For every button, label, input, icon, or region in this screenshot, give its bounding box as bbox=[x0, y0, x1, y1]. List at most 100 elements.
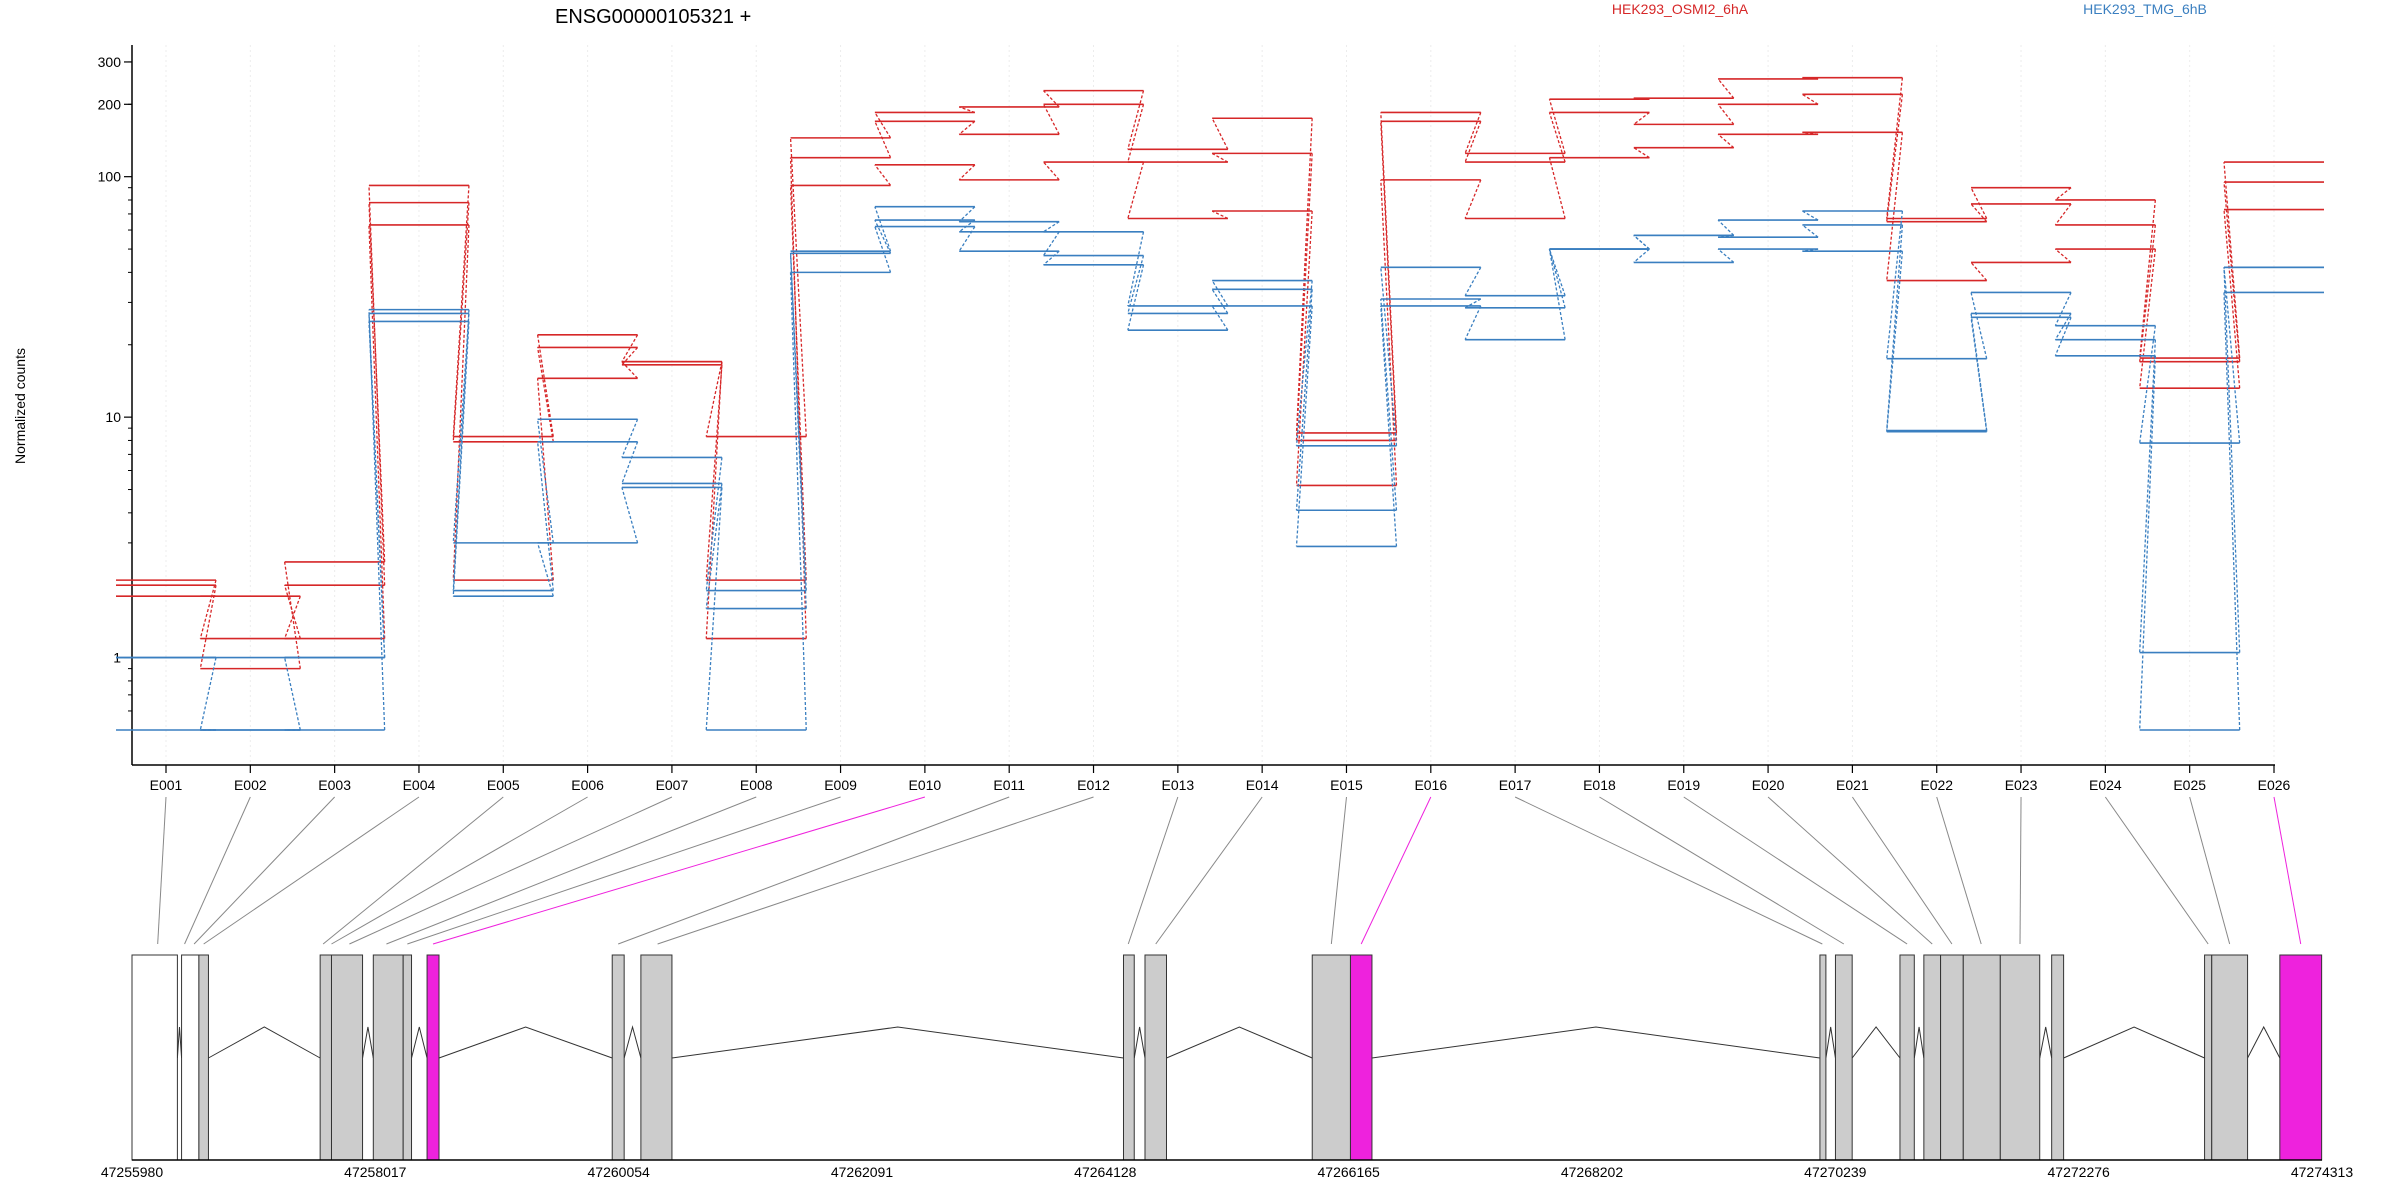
x-tick-label-E007: E007 bbox=[656, 777, 689, 793]
connector-E009 bbox=[874, 121, 892, 158]
intron-E001 bbox=[176, 1026, 183, 1059]
link-E015 bbox=[1330, 796, 1347, 945]
connector-E017 bbox=[1548, 248, 1566, 308]
intron-E021 bbox=[2039, 1026, 2053, 1059]
genomic-coordinate-labels: 47255980 47258017 47260054 47262091 47264128… bbox=[101, 1164, 2354, 1180]
link-E026 bbox=[2273, 796, 2302, 945]
connector-E016 bbox=[1464, 305, 1482, 340]
connector-E007 bbox=[705, 361, 723, 639]
connector-E016 bbox=[1464, 266, 1482, 296]
link-E011 bbox=[618, 796, 1010, 945]
connector-E010 bbox=[958, 106, 976, 114]
exon-part-E013 bbox=[1311, 954, 1351, 1161]
connector-E005 bbox=[536, 347, 554, 442]
y-tick-label-100: 100 bbox=[98, 169, 122, 185]
link-E003 bbox=[193, 796, 336, 945]
x-tick-label-E018: E018 bbox=[1583, 777, 1616, 793]
connector-E019 bbox=[1717, 78, 1735, 99]
y-tick-label-10: 10 bbox=[105, 409, 121, 425]
connector-E022 bbox=[1970, 292, 1988, 359]
y-axis-label: Normalized counts bbox=[12, 348, 28, 464]
exon-part-E009 bbox=[611, 954, 625, 1161]
connector-E020 bbox=[1802, 210, 1819, 221]
exon-part-E010 bbox=[640, 954, 673, 1161]
connector-E016 bbox=[1464, 112, 1482, 154]
connector-E008 bbox=[789, 251, 807, 591]
connector-E007 bbox=[705, 361, 723, 437]
connector-E024 bbox=[2139, 325, 2157, 444]
connector-E002 bbox=[284, 596, 301, 639]
series-HEK293_TMG_6hB-4 bbox=[116, 219, 2324, 731]
connector-E025 bbox=[2223, 162, 2241, 359]
connector-E019 bbox=[1717, 133, 1735, 149]
connector-E011 bbox=[1043, 221, 1060, 233]
coordinate-label-47260054: 47260054 bbox=[588, 1164, 651, 1180]
connector-E019 bbox=[1718, 234, 1734, 238]
connector-E018 bbox=[1633, 248, 1650, 263]
link-E020 bbox=[1767, 796, 1933, 945]
link-E012 bbox=[657, 796, 1094, 945]
connector-E002 bbox=[283, 561, 301, 669]
connector-E016 bbox=[1464, 179, 1482, 219]
connector-E014 bbox=[1295, 280, 1313, 446]
connector-E022 bbox=[1970, 203, 1988, 223]
x-tick-label-E003: E003 bbox=[318, 777, 351, 793]
connector-E015 bbox=[1380, 179, 1398, 486]
connector-E005 bbox=[536, 542, 554, 597]
connector-E012 bbox=[1127, 104, 1145, 163]
link-E009 bbox=[407, 796, 841, 945]
exon-part-E008 bbox=[426, 954, 440, 1161]
connector-E005 bbox=[536, 441, 554, 591]
exon-part-E019 bbox=[1940, 954, 1964, 1161]
exon-part-E007 bbox=[402, 954, 413, 1161]
connector-E019 bbox=[1717, 219, 1735, 236]
link-E019 bbox=[1683, 796, 1908, 945]
intron-E015 bbox=[1825, 1026, 1836, 1059]
exon-part-E017 bbox=[1899, 954, 1915, 1161]
connector-E007 bbox=[705, 364, 723, 581]
connector-E003 bbox=[368, 224, 386, 639]
link-E024 bbox=[2104, 796, 2209, 945]
connector-E010 bbox=[958, 206, 976, 223]
connector-E008 bbox=[789, 253, 807, 609]
exon-part-E020 bbox=[1962, 954, 2001, 1161]
connector-E005 bbox=[536, 419, 554, 543]
exon-part-E015 bbox=[1819, 954, 1827, 1161]
link-E008 bbox=[386, 796, 757, 945]
exon-part-E012 bbox=[1144, 954, 1167, 1161]
link-E021 bbox=[1851, 796, 1953, 945]
series-HEK293_OSMI2_6hA-1 bbox=[116, 131, 2324, 670]
x-tick-label-E025: E025 bbox=[2173, 777, 2206, 793]
connector-E014 bbox=[1295, 153, 1313, 441]
link-E023 bbox=[2019, 796, 2022, 945]
intron-E010 bbox=[671, 1026, 1124, 1059]
connector-E017 bbox=[1548, 248, 1566, 296]
link-E007 bbox=[349, 796, 673, 945]
connector-E020 bbox=[1802, 93, 1819, 105]
connector-E022 bbox=[1970, 187, 1988, 219]
connector-E024 bbox=[2139, 199, 2157, 359]
coordinate-label-47262091: 47262091 bbox=[831, 1164, 894, 1180]
connector-E010 bbox=[958, 164, 976, 181]
connector-E008 bbox=[789, 272, 807, 731]
x-tick-label-E021: E021 bbox=[1836, 777, 1869, 793]
connector-E014 bbox=[1295, 118, 1313, 433]
link-E006 bbox=[331, 796, 588, 945]
connector-E002 bbox=[284, 657, 301, 731]
x-tick-label-E016: E016 bbox=[1414, 777, 1447, 793]
connector-E012 bbox=[1127, 231, 1145, 307]
x-tick-label-E013: E013 bbox=[1161, 777, 1194, 793]
connector-E005 bbox=[536, 334, 554, 437]
coordinate-label-47268202: 47268202 bbox=[1561, 1164, 1624, 1180]
connector-E020 bbox=[1802, 248, 1819, 252]
x-tick-label-E010: E010 bbox=[909, 777, 942, 793]
x-tick-label-E006: E006 bbox=[571, 777, 604, 793]
connector-E011 bbox=[1043, 90, 1060, 108]
connector-E014 bbox=[1295, 305, 1313, 547]
vertical-gridlines bbox=[165, 45, 2275, 765]
connector-E006 bbox=[621, 346, 639, 366]
exon-part-E005 bbox=[330, 954, 364, 1161]
link-E002 bbox=[184, 796, 251, 945]
x-tick-label-E008: E008 bbox=[740, 777, 773, 793]
connector-E021 bbox=[1886, 224, 1904, 431]
